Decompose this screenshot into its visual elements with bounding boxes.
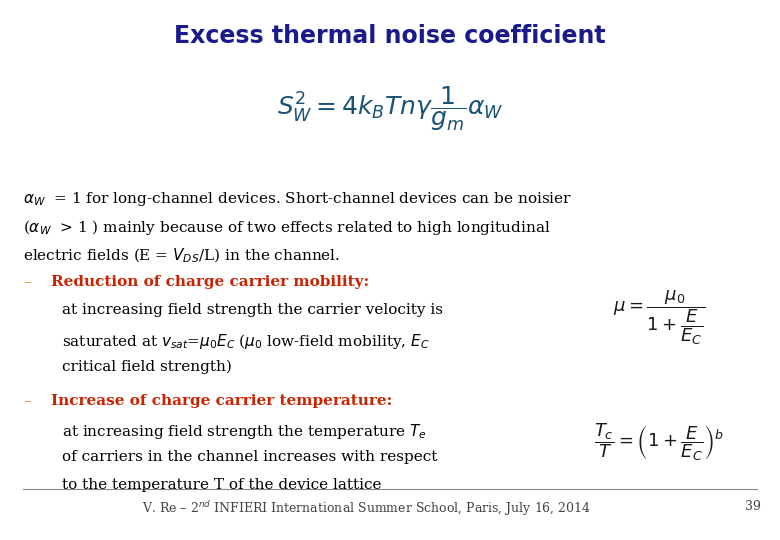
Text: –: – [23,275,31,289]
Text: $\dfrac{T_c}{T} = \left(1 + \dfrac{E}{E_C}\right)^b$: $\dfrac{T_c}{T} = \left(1 + \dfrac{E}{E_… [594,421,724,463]
Text: at increasing field strength the temperature $T_e$: at increasing field strength the tempera… [62,422,427,441]
Text: ($\alpha_W$  > 1 ) mainly because of two effects related to high longitudinal: ($\alpha_W$ > 1 ) mainly because of two … [23,218,551,237]
Text: Reduction of charge carrier mobility:: Reduction of charge carrier mobility: [51,275,369,289]
Text: $S_W^2 = 4k_B T n\gamma \dfrac{1}{g_m} \alpha_W$: $S_W^2 = 4k_B T n\gamma \dfrac{1}{g_m} \… [277,84,503,132]
Text: to the temperature T of the device lattice: to the temperature T of the device latti… [62,478,382,492]
Text: $\alpha_W$  = 1 for long-channel devices. Short-channel devices can be noisier: $\alpha_W$ = 1 for long-channel devices.… [23,190,573,208]
Text: electric fields (E = $V_{DS}$/L) in the channel.: electric fields (E = $V_{DS}$/L) in the … [23,246,341,265]
Text: Excess thermal noise coefficient: Excess thermal noise coefficient [174,24,606,48]
Text: V. Re – 2$^{nd}$ INFIERI International Summer School, Paris, July 16, 2014: V. Re – 2$^{nd}$ INFIERI International S… [142,500,591,518]
Text: $\mu = \dfrac{\mu_0}{1 + \dfrac{E}{E_C}}$: $\mu = \dfrac{\mu_0}{1 + \dfrac{E}{E_C}}… [613,288,705,347]
Text: saturated at $v_{sat}$=$\mu_0 E_C$ ($\mu_0$ low-field mobility, $E_C$: saturated at $v_{sat}$=$\mu_0 E_C$ ($\mu… [62,332,430,350]
Text: –: – [23,394,31,408]
Text: Increase of charge carrier temperature:: Increase of charge carrier temperature: [51,394,392,408]
Text: 39: 39 [745,500,760,512]
Text: of carriers in the channel increases with respect: of carriers in the channel increases wit… [62,450,438,464]
Text: at increasing field strength the carrier velocity is: at increasing field strength the carrier… [62,303,443,318]
Text: critical field strength): critical field strength) [62,360,232,374]
